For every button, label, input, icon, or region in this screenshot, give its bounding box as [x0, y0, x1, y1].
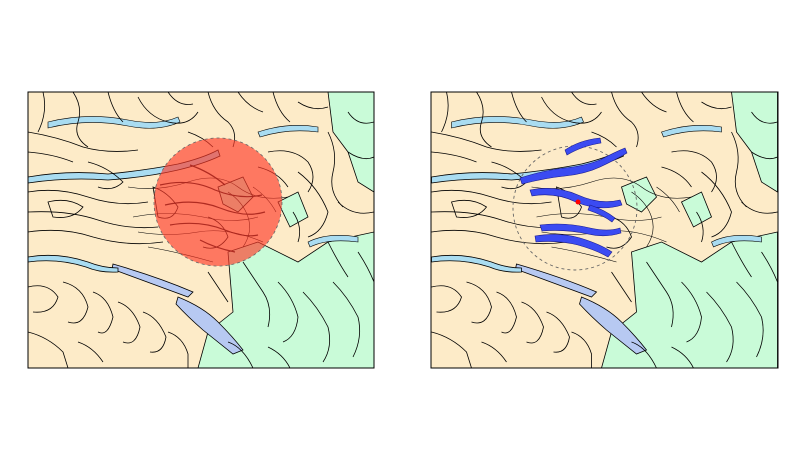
- buffer-zone: [153, 137, 283, 267]
- center-point-marker: [575, 199, 581, 205]
- left-map-panel: [28, 92, 374, 368]
- highlighted-streams: [519, 137, 628, 258]
- left-map-frame: [27, 91, 375, 369]
- dashed-radius: [512, 145, 638, 271]
- right-map-panel: [431, 92, 778, 368]
- right-map-frame: [430, 91, 779, 369]
